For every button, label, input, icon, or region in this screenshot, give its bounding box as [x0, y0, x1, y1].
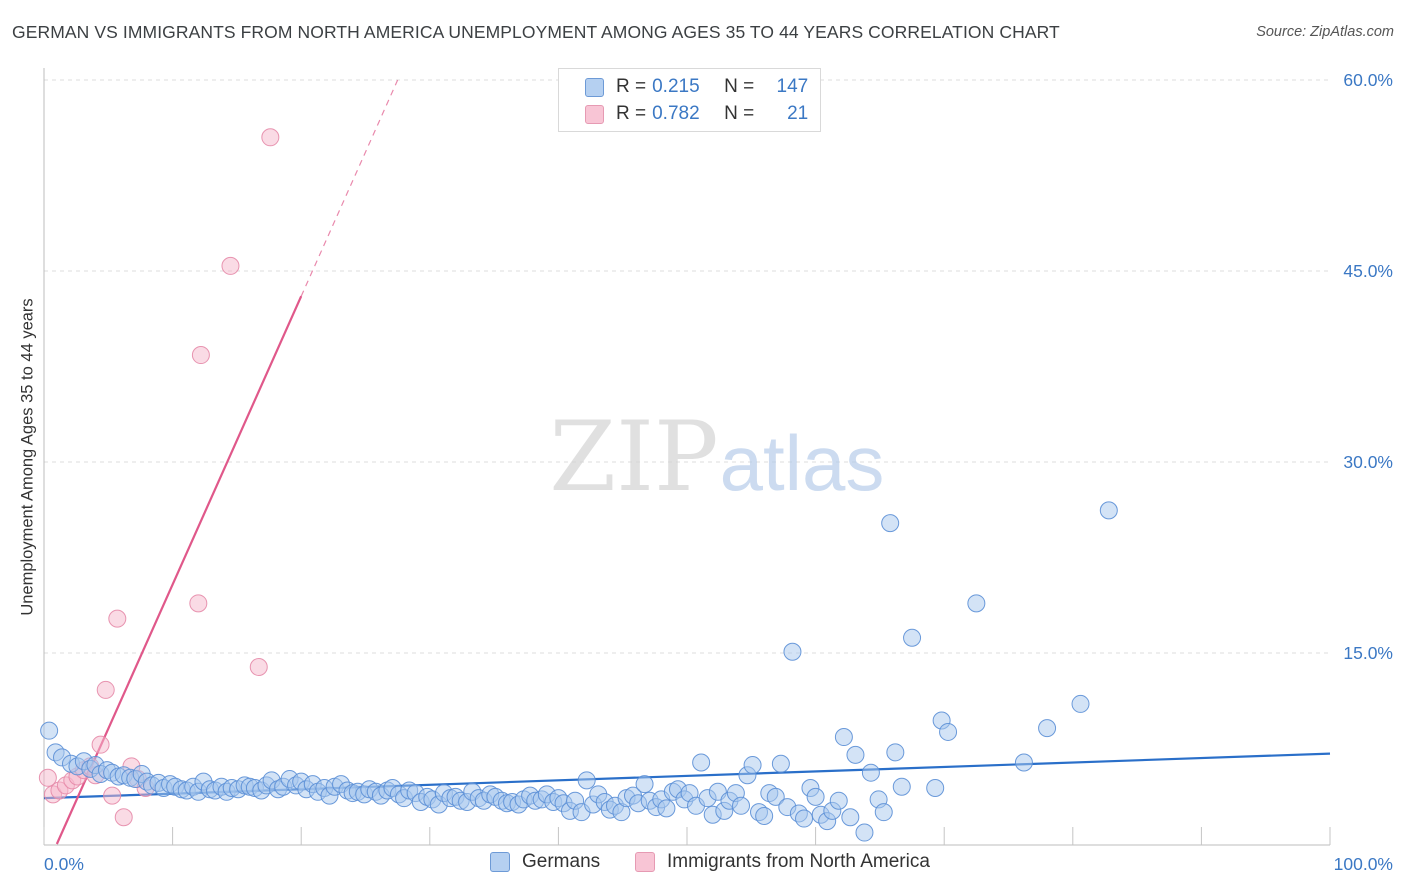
germans-point [967, 594, 986, 613]
y-axis-label: Unemployment Among Ages 35 to 44 years [18, 298, 37, 616]
germans-point [903, 628, 922, 647]
legend-row-germans: R = 0.215 N = 147 [585, 75, 808, 99]
germans-point [834, 728, 853, 747]
germans-point [577, 771, 596, 790]
series-swatch-germans [490, 852, 510, 872]
immigrants-point [261, 128, 280, 147]
tick-labels: 15.0% 30.0% 45.0% 60.0% 0.0% 100.0% [44, 70, 1393, 874]
series-label-germans: Germans [522, 851, 601, 872]
legend-n-label: N = [724, 103, 755, 124]
immigrants-point [221, 256, 240, 275]
legend-r-label: R = [616, 76, 647, 97]
series-legend-germans: Germans [490, 851, 600, 873]
y-tick-label: 15.0% [1343, 643, 1393, 663]
source-note: Source: ZipAtlas.com [1256, 24, 1394, 40]
legend-r-value: 0.215 [652, 76, 700, 97]
germans-point [846, 745, 865, 764]
germans-point [755, 806, 774, 825]
series-legend-immigrants: Immigrants from North America [635, 851, 930, 873]
immigrants-point [103, 786, 122, 805]
immigrants-point [189, 594, 208, 613]
legend-n-label: N = [724, 76, 755, 97]
series-legend: Germans Immigrants from North America [0, 851, 1406, 879]
germans-point [881, 514, 900, 533]
y-tick-label: 60.0% [1343, 70, 1393, 90]
germans-point [1099, 501, 1118, 520]
germans-point [40, 721, 59, 740]
germans-point [732, 796, 751, 815]
legend-n-value: 21 [787, 103, 809, 124]
immigrants-point [91, 735, 110, 754]
legend: R = 0.215 N = 147 R = 0.782 N = 21 [558, 68, 821, 132]
immigrants-point [114, 808, 133, 827]
germans-point [1038, 719, 1057, 738]
germans-point [806, 787, 825, 806]
legend-swatch-germans [585, 77, 604, 97]
watermark: ZIP atlas [549, 401, 884, 513]
germans-point [692, 753, 711, 772]
y-tick-label: 45.0% [1343, 261, 1393, 281]
legend-n-value: 147 [776, 76, 809, 97]
legend-row-immigrants: R = 0.782 N = 21 [585, 102, 808, 126]
series-swatch-immigrants [635, 852, 655, 872]
germans-point [939, 722, 958, 741]
immigrants-point [96, 680, 115, 699]
immigrants-point [108, 609, 127, 628]
watermark-atlas: atlas [720, 419, 885, 507]
germans-point [771, 754, 790, 773]
legend-r-value: 0.782 [652, 103, 700, 124]
germans-point [855, 823, 874, 842]
legend-swatch-immigrants [585, 104, 604, 124]
series-label-immigrants: Immigrants from North America [667, 851, 930, 872]
germans-point [766, 787, 785, 806]
germans-point [1071, 694, 1090, 713]
axes [43, 68, 1331, 846]
germans-point [657, 799, 676, 818]
germans-point [635, 775, 654, 794]
germans-point [783, 642, 802, 661]
y-tick-label: 30.0% [1343, 452, 1393, 472]
legend-r-label: R = [616, 103, 647, 124]
germans-point [874, 803, 893, 822]
watermark-zip: ZIP [549, 401, 718, 513]
germans-point [926, 778, 945, 797]
grid-lines [44, 79, 1330, 654]
germans-point [1014, 753, 1033, 772]
trend-dashed [300, 79, 399, 297]
chart-title: GERMAN VS IMMIGRANTS FROM NORTH AMERICA … [12, 22, 1060, 42]
immigrants-point [38, 768, 57, 787]
germans-point [841, 808, 860, 827]
immigrants-points [38, 128, 280, 827]
germans-point [743, 756, 762, 775]
germans-point [861, 763, 880, 782]
x-tick-label: 0.0% [44, 854, 84, 874]
germans-point [795, 809, 814, 828]
germans-point [886, 743, 905, 762]
immigrants-trend-line [55, 79, 399, 845]
germans-points [40, 501, 1118, 842]
x-tick-label: 100.0% [1334, 854, 1393, 874]
germans-point [892, 777, 911, 796]
immigrants-point [191, 346, 210, 365]
germans-point [829, 791, 848, 810]
immigrants-point [249, 658, 268, 677]
